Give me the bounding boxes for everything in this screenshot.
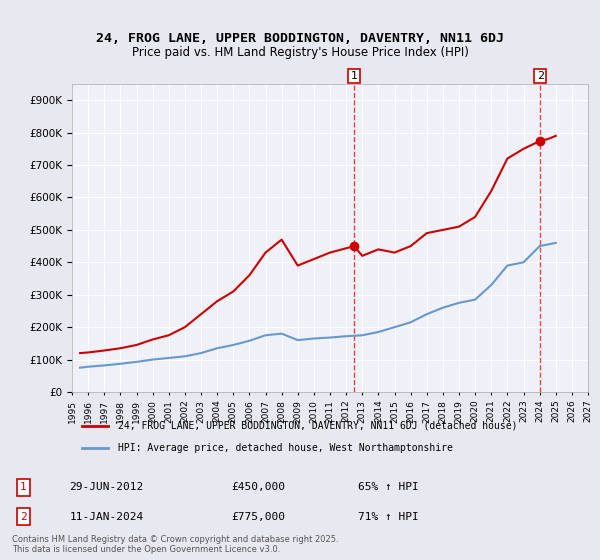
Text: Contains HM Land Registry data © Crown copyright and database right 2025.
This d: Contains HM Land Registry data © Crown c…: [12, 535, 338, 554]
Text: Price paid vs. HM Land Registry's House Price Index (HPI): Price paid vs. HM Land Registry's House …: [131, 46, 469, 59]
Text: 29-JUN-2012: 29-JUN-2012: [70, 482, 144, 492]
Text: £775,000: £775,000: [231, 512, 285, 521]
Text: 1: 1: [20, 482, 27, 492]
Text: 1: 1: [350, 71, 358, 81]
Text: £450,000: £450,000: [231, 482, 285, 492]
Text: HPI: Average price, detached house, West Northamptonshire: HPI: Average price, detached house, West…: [118, 443, 454, 453]
Text: 11-JAN-2024: 11-JAN-2024: [70, 512, 144, 521]
Text: 24, FROG LANE, UPPER BODDINGTON, DAVENTRY, NN11 6DJ: 24, FROG LANE, UPPER BODDINGTON, DAVENTR…: [96, 32, 504, 45]
Text: 24, FROG LANE, UPPER BODDINGTON, DAVENTRY, NN11 6DJ (detached house): 24, FROG LANE, UPPER BODDINGTON, DAVENTR…: [118, 421, 518, 431]
Text: 2: 2: [20, 512, 27, 521]
Text: 2: 2: [537, 71, 544, 81]
Text: 65% ↑ HPI: 65% ↑ HPI: [358, 482, 418, 492]
Text: 71% ↑ HPI: 71% ↑ HPI: [358, 512, 418, 521]
